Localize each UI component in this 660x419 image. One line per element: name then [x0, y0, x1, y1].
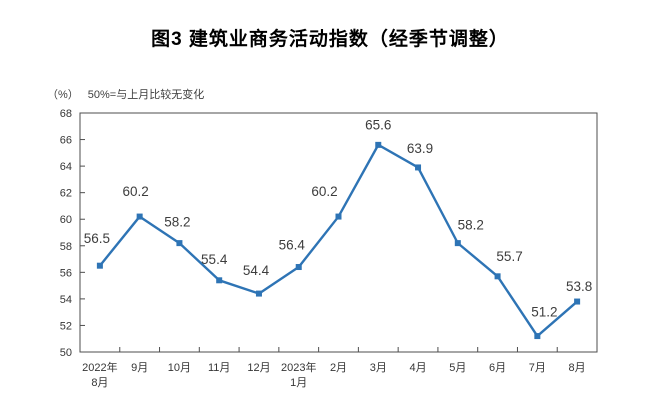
data-point [494, 273, 501, 280]
data-label: 58.2 [164, 215, 190, 230]
y-tick-label: 58 [60, 241, 72, 253]
data-point [216, 277, 223, 284]
x-tick-label: 2023年 [281, 360, 316, 374]
y-tick-label: 68 [60, 108, 72, 120]
x-tick-label: 2022年 [82, 360, 117, 374]
data-label: 58.2 [458, 218, 484, 233]
data-label: 63.9 [407, 141, 433, 156]
data-label: 51.2 [531, 305, 557, 320]
x-tick-label: 6月 [489, 362, 506, 374]
data-point [295, 264, 302, 271]
data-point [255, 290, 262, 297]
data-label: 53.8 [566, 279, 592, 294]
data-point [335, 213, 342, 220]
x-tick-label: 8月 [91, 377, 108, 389]
y-tick-label: 50 [60, 347, 72, 359]
data-point [176, 240, 183, 247]
y-tick-label: 60 [60, 214, 72, 226]
data-label: 54.4 [243, 263, 270, 278]
x-tick-label: 9月 [131, 362, 148, 374]
x-tick-label: 1月 [290, 377, 307, 389]
x-tick-label: 2月 [330, 362, 347, 374]
data-point [136, 213, 143, 220]
x-tick-label: 4月 [409, 362, 426, 374]
baseline-note: 50%=与上月比较无变化 [87, 89, 205, 101]
x-tick-label: 10月 [168, 362, 191, 374]
y-tick-label: 62 [60, 188, 72, 200]
x-tick-label: 7月 [529, 362, 546, 374]
data-point [454, 240, 461, 247]
x-tick-label: 8月 [569, 362, 586, 374]
data-label: 55.7 [496, 249, 522, 264]
data-point [415, 164, 422, 171]
data-label: 55.4 [201, 252, 228, 267]
x-tick-label: 11月 [208, 362, 230, 374]
data-point [574, 298, 581, 305]
x-tick-label: 5月 [449, 362, 466, 374]
chart-title: 图3 建筑业商务活动指数（经季节调整） [151, 29, 509, 50]
y-tick-label: 64 [60, 161, 72, 173]
data-label: 60.2 [123, 184, 149, 199]
y-tick-label: 52 [60, 320, 72, 332]
y-tick-label: 66 [60, 135, 72, 147]
y-tick-label: 56 [60, 267, 72, 279]
data-label: 65.6 [365, 117, 391, 132]
data-label: 56.4 [279, 238, 306, 253]
data-point [375, 141, 382, 148]
data-point [534, 333, 541, 340]
x-tick-label: 3月 [370, 362, 387, 374]
plot-border [79, 112, 598, 353]
data-point [96, 262, 103, 269]
axis-unit-note: （%） 50%=与上月比较无变化 [47, 86, 204, 102]
series-line [98, 143, 579, 338]
data-label: 56.5 [84, 231, 110, 246]
y-tick-label: 54 [60, 294, 72, 306]
x-tick-label: 12月 [247, 362, 270, 374]
unit-label: （%） [47, 89, 79, 101]
data-label: 60.2 [311, 184, 337, 199]
